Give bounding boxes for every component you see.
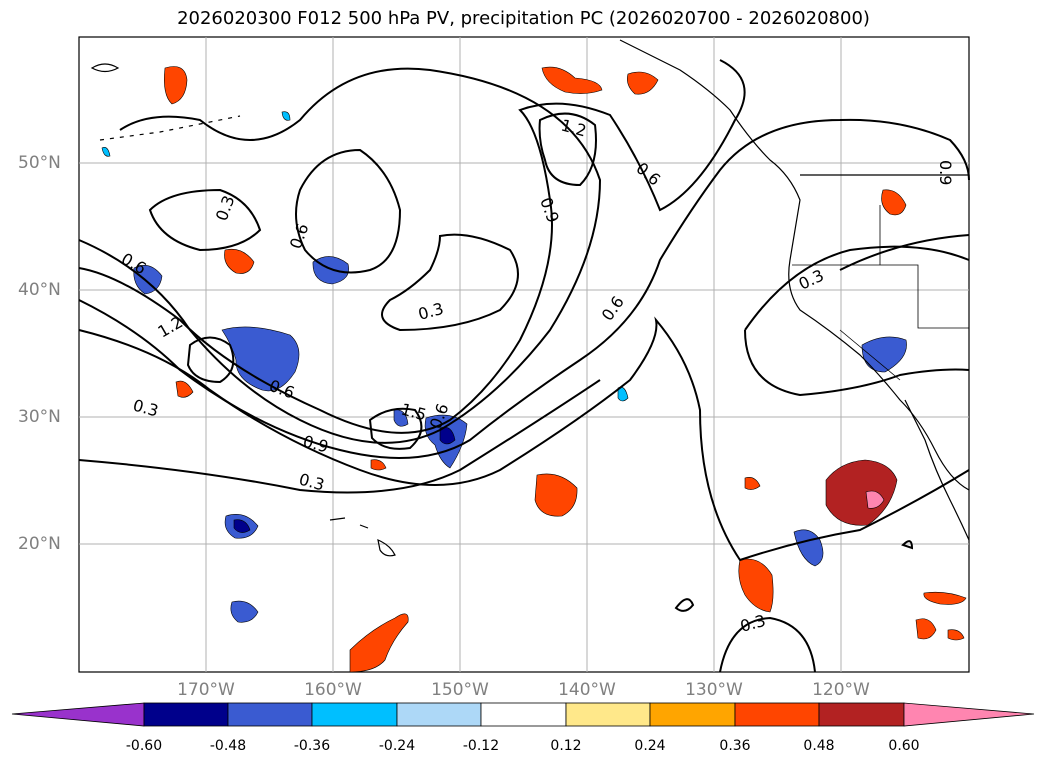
pv-contour-line (744, 245, 970, 331)
colorbar-segment (734, 702, 820, 727)
pv-contour-line (148, 188, 262, 252)
lon-label: 130°W (685, 680, 743, 700)
lon-label: 120°W (812, 680, 870, 700)
precip-negative-blob (393, 409, 409, 427)
precip-negative-blob (230, 600, 259, 623)
lon-label: 140°W (558, 680, 616, 700)
precip-positive-blob (175, 380, 194, 398)
precip-negative-blob (233, 519, 251, 533)
colorbar-tick: 0.60 (888, 738, 920, 754)
precip-negative-blob (861, 336, 907, 373)
precip-positive-blob (915, 618, 937, 640)
precip-negative-blob (101, 147, 111, 157)
colorbar-segment (480, 702, 567, 727)
pv-contour-line (744, 329, 970, 397)
state-borders (792, 205, 969, 329)
lon-label: 170°W (177, 680, 235, 700)
lat-label: 40°N (18, 280, 61, 300)
pv-contours (78, 59, 970, 673)
map-title: 2026020300 F012 500 hPa PV, precipitatio… (177, 8, 870, 29)
colorbar-segment (311, 702, 398, 727)
colorbar-segment (396, 702, 482, 727)
colorbar-tick: -0.12 (462, 738, 500, 754)
colorbar-segment (649, 702, 736, 727)
precip-positive-blob (744, 477, 761, 490)
precip-negative-blob (312, 256, 349, 285)
precip-positive-blob (923, 591, 967, 605)
colorbar-segment (818, 702, 905, 727)
pv-contour-line (674, 598, 695, 612)
colorbar-segment (565, 702, 651, 727)
colorbar-tick: 0.24 (634, 738, 666, 754)
colorbar (11, 702, 1035, 727)
pv-contour-line (901, 540, 914, 550)
lon-label: 150°W (431, 680, 489, 700)
lon-label: 160°W (304, 680, 362, 700)
pv-contour-line (78, 379, 601, 494)
pv-contour-line (719, 616, 816, 673)
precip-positive-blob (349, 613, 409, 673)
precip-positive-blob (164, 66, 188, 105)
pv-contour-line (538, 112, 597, 187)
precip-negative-blob (439, 426, 456, 445)
precip-anomalies (101, 66, 967, 673)
colorbar-tick: 0.36 (719, 738, 751, 754)
coastline-baja (904, 399, 970, 541)
colorbar-segment (143, 702, 229, 727)
precip-negative-blob (281, 111, 291, 121)
precip-negative-blob (221, 326, 300, 392)
precip-positive-blob (865, 490, 885, 509)
precip-positive-blob (738, 558, 774, 613)
aleutians (99, 115, 241, 141)
precip-positive-blob (627, 71, 659, 95)
colorbar-tick: -0.24 (378, 738, 416, 754)
colorbar-tick: 0.48 (803, 738, 835, 754)
colorbar-segment (227, 702, 313, 727)
colorbar-tick: 0.12 (550, 738, 582, 754)
pv-contour-line (78, 59, 746, 434)
lat-label: 20°N (18, 534, 61, 554)
colorbar-tick: -0.60 (125, 738, 163, 754)
pv-contour-line (368, 407, 423, 450)
lat-label: 30°N (18, 407, 61, 427)
precip-positive-blob (541, 66, 603, 94)
colorbar-tick: -0.36 (293, 738, 331, 754)
pv-contour-line (186, 336, 235, 384)
precip-positive-blob (881, 189, 907, 216)
precip-positive-blob (534, 473, 578, 517)
contour-label: 0.9 (936, 160, 955, 185)
coastline-north-america (619, 39, 970, 491)
colorbar-extend-high (903, 702, 1035, 727)
colorbar-extend-low (11, 702, 145, 727)
hawaii-islands (329, 517, 396, 557)
precip-positive-blob (224, 248, 255, 274)
precip-positive-blob (947, 629, 965, 641)
precip-negative-blob (133, 265, 163, 295)
pv-contour-line (78, 316, 970, 562)
pv-contour-line (78, 67, 602, 444)
gridlines (79, 37, 969, 672)
island-outline (90, 63, 120, 73)
precip-positive-blob (370, 459, 387, 471)
pv-contour-line (295, 148, 402, 274)
coastlines (90, 39, 970, 557)
precip-positive-blob (825, 459, 898, 526)
map-frame (78, 36, 970, 673)
state-borders (839, 329, 901, 381)
pv-contour-line (381, 233, 519, 332)
colorbar-tick: -0.48 (209, 738, 247, 754)
lat-label: 50°N (18, 153, 61, 173)
